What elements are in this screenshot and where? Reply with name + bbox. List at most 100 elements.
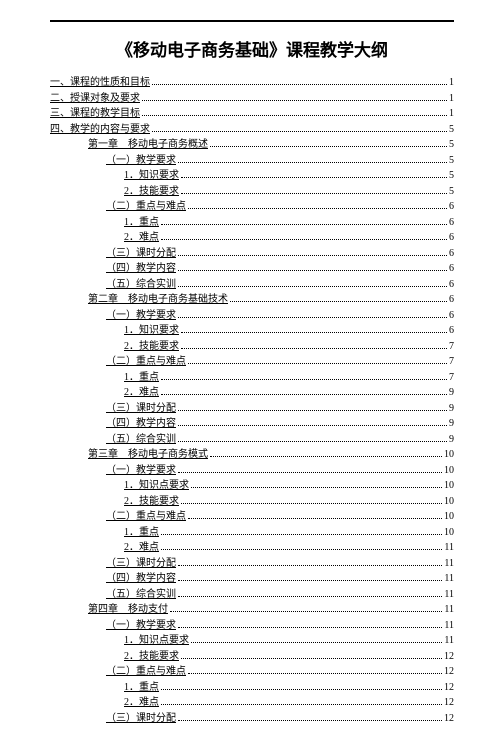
toc-label: 2．技能要求 (124, 184, 179, 200)
toc-label: （五）综合实训 (106, 277, 176, 293)
toc-label: 三、课程的教学目标 (50, 106, 140, 122)
toc-row: 2．难点9 (50, 385, 454, 401)
toc-leader (178, 310, 447, 318)
toc-row: （三）课时分配6 (50, 246, 454, 262)
toc-page-number: 6 (449, 261, 454, 277)
toc-row: 1．知识要求5 (50, 168, 454, 184)
toc-leader (152, 77, 447, 85)
toc-row: 1．重点7 (50, 370, 454, 386)
toc-page-number: 7 (449, 339, 454, 355)
toc-leader (161, 232, 447, 240)
toc-leader (161, 217, 447, 225)
toc-leader (191, 480, 442, 488)
toc-page-number: 12 (444, 649, 454, 665)
toc-page-number: 1 (449, 91, 454, 107)
toc-row: 一、课程的性质和目标1 (50, 75, 454, 91)
toc-leader (142, 93, 447, 101)
toc-label: 2．难点 (124, 540, 159, 556)
toc-leader (178, 279, 447, 287)
toc-page-number: 11 (444, 571, 454, 587)
toc-row: 1．重点6 (50, 215, 454, 231)
document-page: 《移动电子商务基础》课程教学大纲 一、课程的性质和目标1二、授课对象及要求1三、… (0, 0, 504, 756)
toc-label: （二）重点与难点 (106, 664, 186, 680)
toc-page-number: 10 (444, 447, 454, 463)
toc-leader (181, 325, 447, 333)
toc-page-number: 10 (444, 525, 454, 541)
toc-leader (152, 124, 447, 132)
toc-row: 2．技能要求 12 (50, 649, 454, 665)
toc-row: 2．技能要求 10 (50, 494, 454, 510)
toc-page-number: 5 (449, 137, 454, 153)
toc-page-number: 10 (444, 478, 454, 494)
toc-page-number: 6 (449, 215, 454, 231)
toc-row: 第三章 移动电子商务模式10 (50, 447, 454, 463)
toc-page-number: 5 (449, 122, 454, 138)
toc-page-number: 12 (444, 695, 454, 711)
toc-leader (161, 682, 442, 690)
toc-row: （一）教学要求6 (50, 308, 454, 324)
toc-label: （二）重点与难点 (106, 199, 186, 215)
toc-leader (188, 666, 442, 674)
toc-label: （四）教学内容 (106, 261, 176, 277)
toc-label: （一）教学要求 (106, 463, 176, 479)
toc-page-number: 10 (444, 494, 454, 510)
toc-leader (181, 186, 447, 194)
toc-page-number: 11 (444, 618, 454, 634)
toc-row: （一）教学要求10 (50, 463, 454, 479)
toc-row: （五）综合实训6 (50, 277, 454, 293)
toc-label: （四）教学内容 (106, 416, 176, 432)
toc-page-number: 6 (449, 199, 454, 215)
toc-page-number: 11 (444, 587, 454, 603)
toc-leader (188, 356, 447, 364)
table-of-contents: 一、课程的性质和目标1二、授课对象及要求1三、课程的教学目标1四、教学的内容与要… (50, 75, 454, 726)
toc-page-number: 5 (449, 168, 454, 184)
toc-page-number: 5 (449, 153, 454, 169)
toc-leader (178, 263, 447, 271)
toc-leader (161, 527, 442, 535)
toc-label: （五）综合实训 (106, 587, 176, 603)
toc-leader (230, 294, 447, 302)
toc-page-number: 11 (444, 540, 454, 556)
toc-row: （一）教学要求 11 (50, 618, 454, 634)
toc-label: 1．重点 (124, 525, 159, 541)
toc-page-number: 9 (449, 385, 454, 401)
toc-page-number: 1 (449, 106, 454, 122)
toc-label: 1．重点 (124, 370, 159, 386)
toc-row: （五）综合实训9 (50, 432, 454, 448)
toc-row: 2．技能要求5 (50, 184, 454, 200)
toc-row: （四）教学内容9 (50, 416, 454, 432)
toc-leader (178, 589, 442, 597)
toc-row: （二）重点与难点12 (50, 664, 454, 680)
toc-row: 1．知识点要求 10 (50, 478, 454, 494)
toc-row: 2．难点6 (50, 230, 454, 246)
toc-label: 2．技能要求 (124, 649, 179, 665)
toc-leader (178, 155, 447, 163)
toc-row: 2．难点 12 (50, 695, 454, 711)
toc-label: （二）重点与难点 (106, 509, 186, 525)
toc-page-number: 10 (444, 509, 454, 525)
toc-leader (178, 434, 447, 442)
toc-row: 1．知识要求6 (50, 323, 454, 339)
toc-leader (181, 170, 447, 178)
toc-page-number: 9 (449, 432, 454, 448)
toc-page-number: 11 (444, 556, 454, 572)
toc-leader (178, 558, 442, 566)
toc-row: 2．难点 11 (50, 540, 454, 556)
toc-leader (161, 372, 447, 380)
toc-leader (191, 635, 442, 643)
toc-label: 第一章 移动电子商务概述 (88, 137, 208, 153)
toc-row: 1．重点 10 (50, 525, 454, 541)
toc-leader (161, 542, 442, 550)
toc-leader (181, 651, 442, 659)
toc-label: 2．难点 (124, 695, 159, 711)
toc-label: 1．知识点要求 (124, 478, 189, 494)
toc-leader (210, 449, 442, 457)
toc-leader (178, 248, 447, 256)
toc-page-number: 11 (444, 602, 454, 618)
toc-leader (178, 465, 442, 473)
toc-label: （一）教学要求 (106, 618, 176, 634)
toc-row: 2．技能要求7 (50, 339, 454, 355)
toc-leader (181, 341, 447, 349)
toc-label: （一）教学要求 (106, 153, 176, 169)
toc-label: 2．技能要求 (124, 494, 179, 510)
